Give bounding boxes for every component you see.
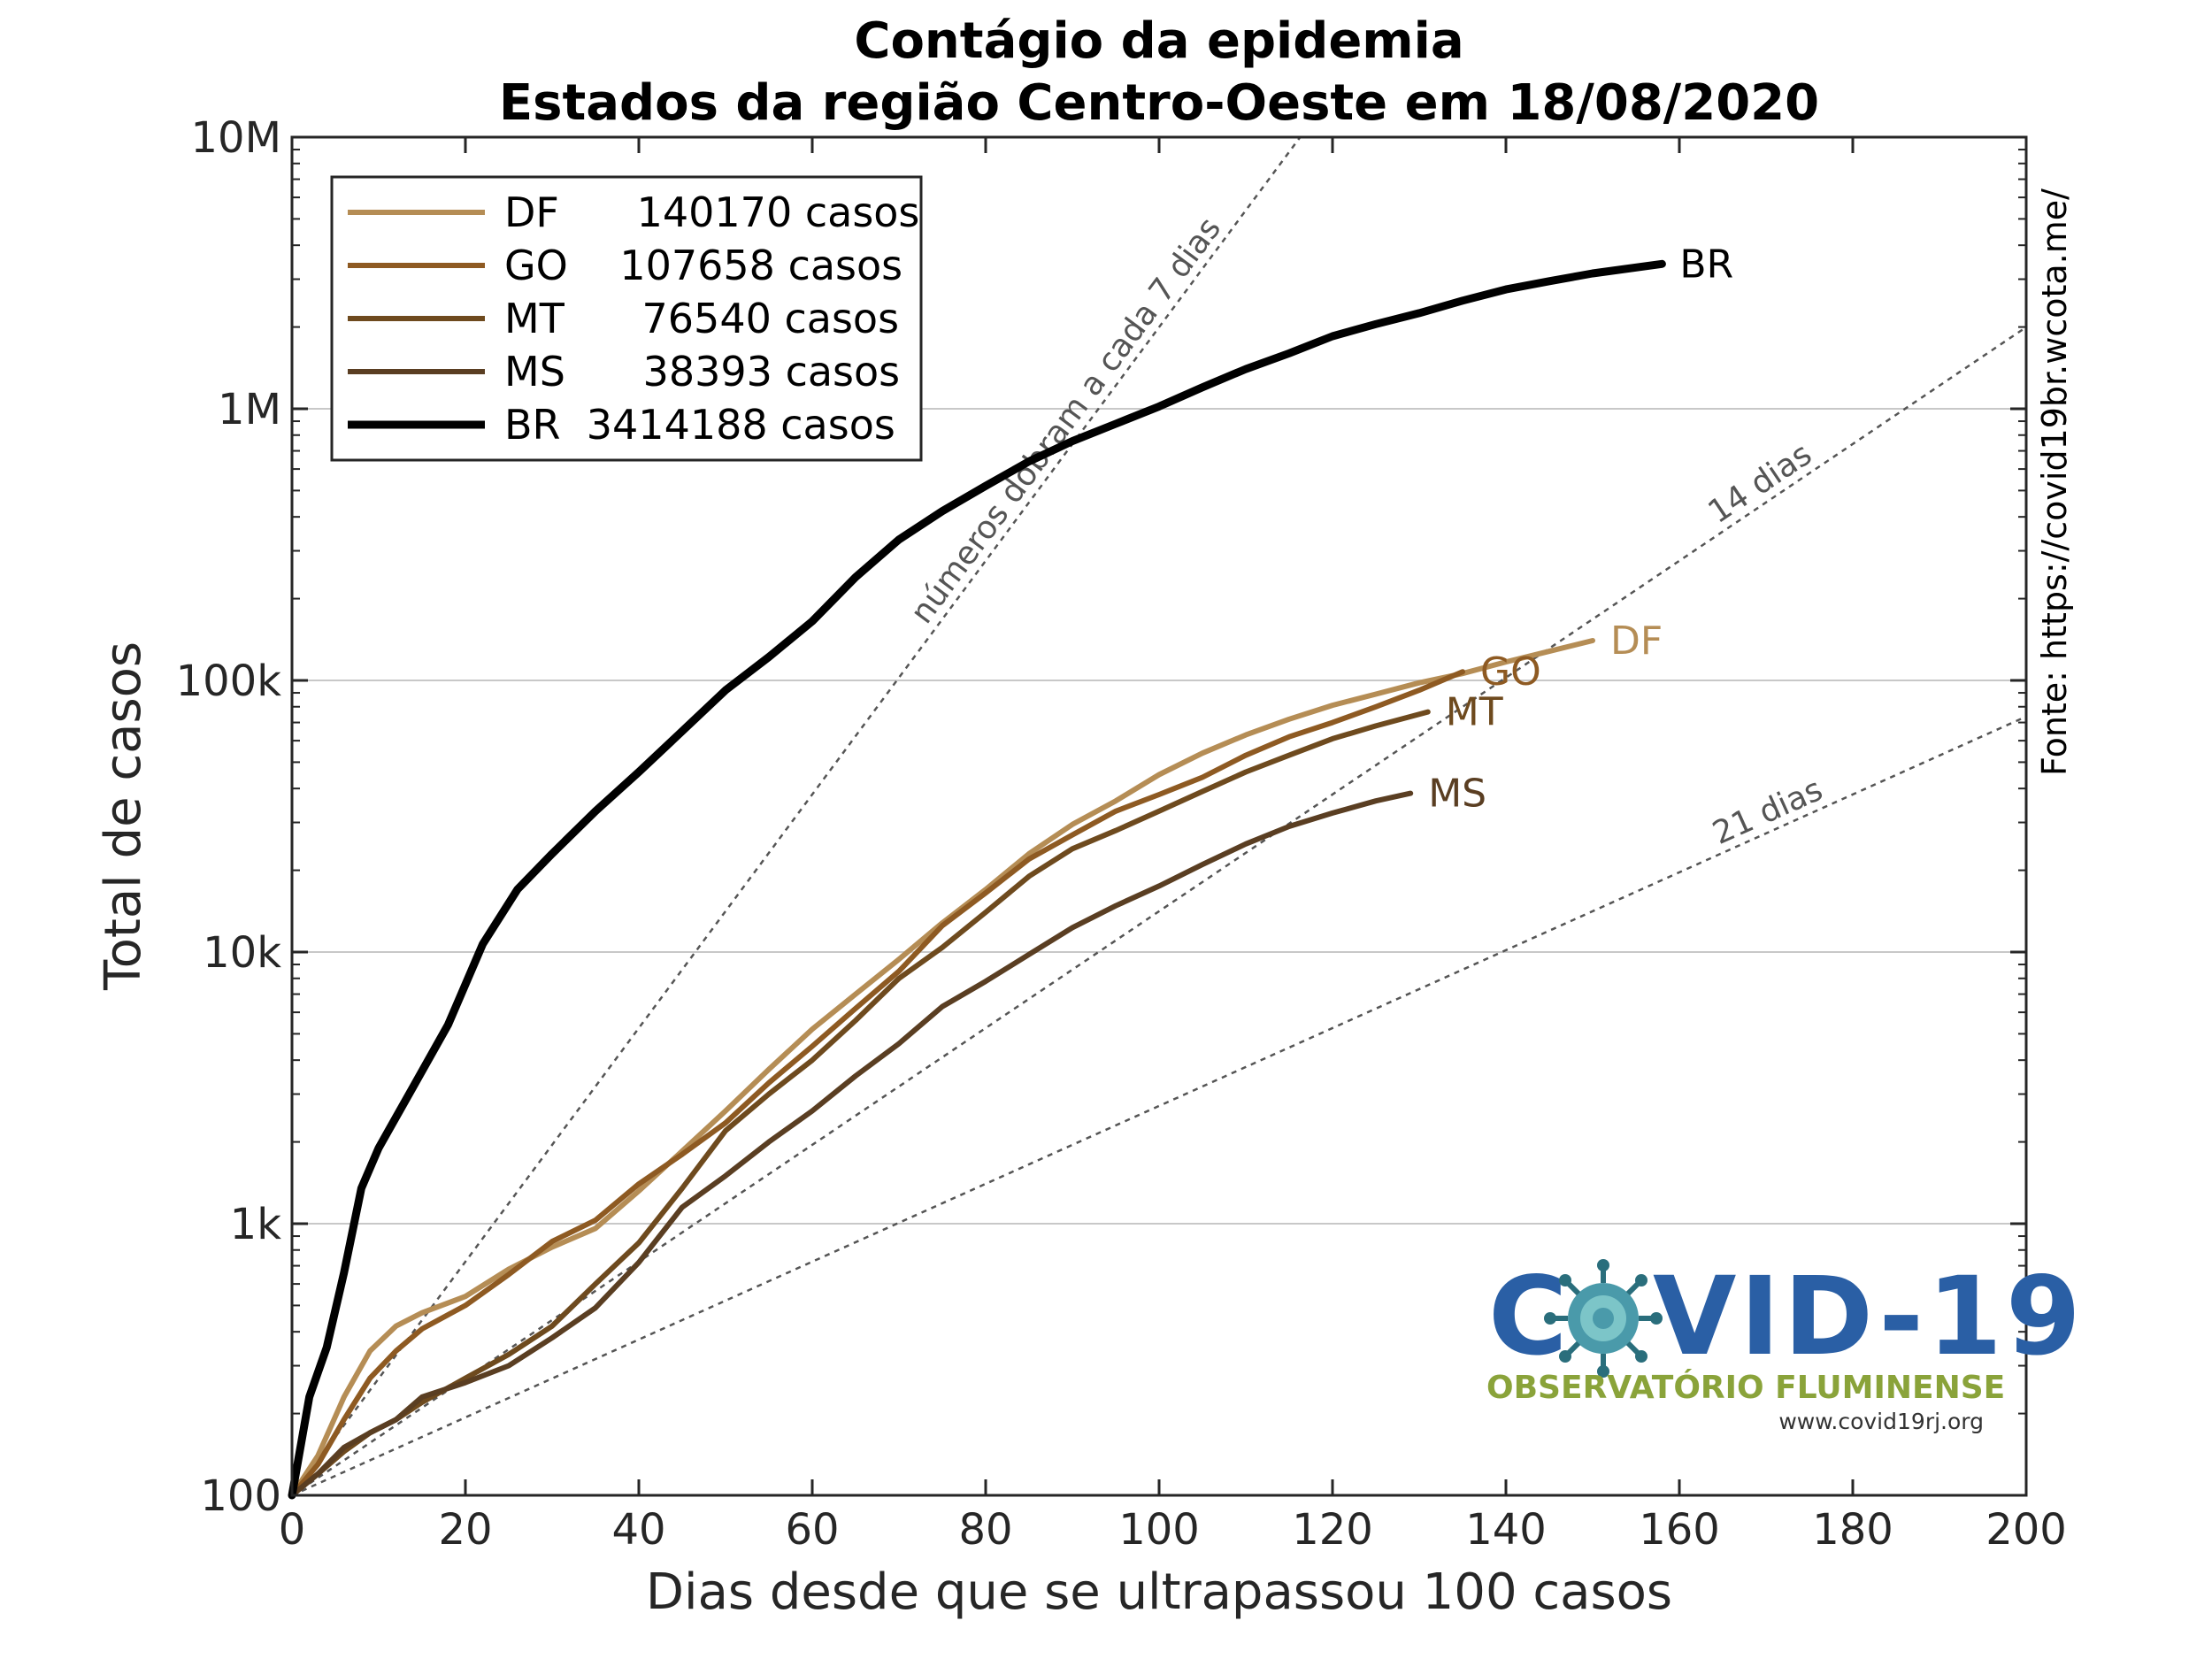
reference-line-21-days [291, 715, 2027, 1497]
x-tick-label-60: 60 [785, 1505, 839, 1555]
x-tick-label-40: 40 [611, 1505, 665, 1555]
reference-line-14-days [291, 326, 2027, 1497]
series-line-mt [289, 709, 1431, 1498]
reference-label-21-days: 21 dias [1708, 772, 1828, 852]
y-tick-label-100: 100 [200, 1471, 281, 1521]
x-tick-label-100: 100 [1118, 1505, 1200, 1555]
virus-icon [1544, 1259, 1663, 1378]
logo-url: www.covid19rj.org [1778, 1409, 1984, 1434]
series-end-label-mt: MT [1446, 690, 1503, 735]
x-tick-label-140: 140 [1465, 1505, 1547, 1555]
legend-label-br: BR 3414188 casos [504, 401, 895, 449]
series-lines [288, 259, 1666, 1500]
covid19-logo: C [1486, 1254, 2085, 1434]
x-axis-label: Dias desde que se ultrapassou 100 casos [646, 1563, 1672, 1621]
x-tick-label-180: 180 [1812, 1505, 1893, 1555]
source-label: Fonte: https://covid19br.wcota.me/ [2035, 188, 2074, 776]
x-tick-label-20: 20 [438, 1505, 492, 1555]
series-end-label-go: GO [1480, 649, 1541, 695]
x-tick-label-120: 120 [1292, 1505, 1373, 1555]
y-axis-label: Total de casos [95, 641, 152, 991]
x-tick-label-160: 160 [1639, 1505, 1720, 1555]
series-line-df [289, 638, 1595, 1498]
y-tick-label-1k: 1k [230, 1200, 282, 1249]
y-tick-label-100k: 100k [176, 657, 282, 706]
x-tick-label-200: 200 [1985, 1505, 2067, 1555]
series-end-label-df: DF [1610, 618, 1663, 664]
legend-label-ms: MS 38393 casos [504, 348, 900, 396]
series-line-go [289, 669, 1465, 1498]
series-end-label-ms: MS [1428, 772, 1486, 817]
y-tick-label-1M: 1M [218, 385, 281, 434]
legend-label-go: GO 107658 casos [504, 242, 902, 289]
legend: DF 140170 casos GO 107658 casos MT 76540 c… [330, 175, 923, 462]
y-tick-label-10M: 10M [191, 113, 282, 163]
legend-label-mt: MT 76540 casos [504, 295, 899, 342]
series-line-br [288, 259, 1666, 1500]
logo-brand-right: VID-19 [1653, 1254, 2085, 1379]
reference-label-14-days: 14 dias [1702, 436, 1818, 531]
chart-subtitle: Estados da região Centro-Oeste em 18/08/… [499, 74, 1819, 132]
logo-subtitle: OBSERVATÓRIO FLUMINENSE [1486, 1369, 2005, 1406]
legend-label-df: DF 140170 casos [504, 188, 919, 236]
reference-label-7-days: números dobram a cada 7 dias [903, 211, 1228, 630]
axis-ticks: 0 20 40 60 80 100 120 140 160 180 200 100 1k 10k 100k 1… [176, 113, 2067, 1555]
chart-title: Contágio da epidemia [854, 12, 1463, 70]
y-tick-label-10k: 10k [203, 928, 281, 978]
series-line-ms [289, 790, 1414, 1498]
x-tick-label-0: 0 [279, 1505, 306, 1555]
x-tick-label-80: 80 [958, 1505, 1012, 1555]
series-end-label-br: BR [1679, 242, 1733, 287]
